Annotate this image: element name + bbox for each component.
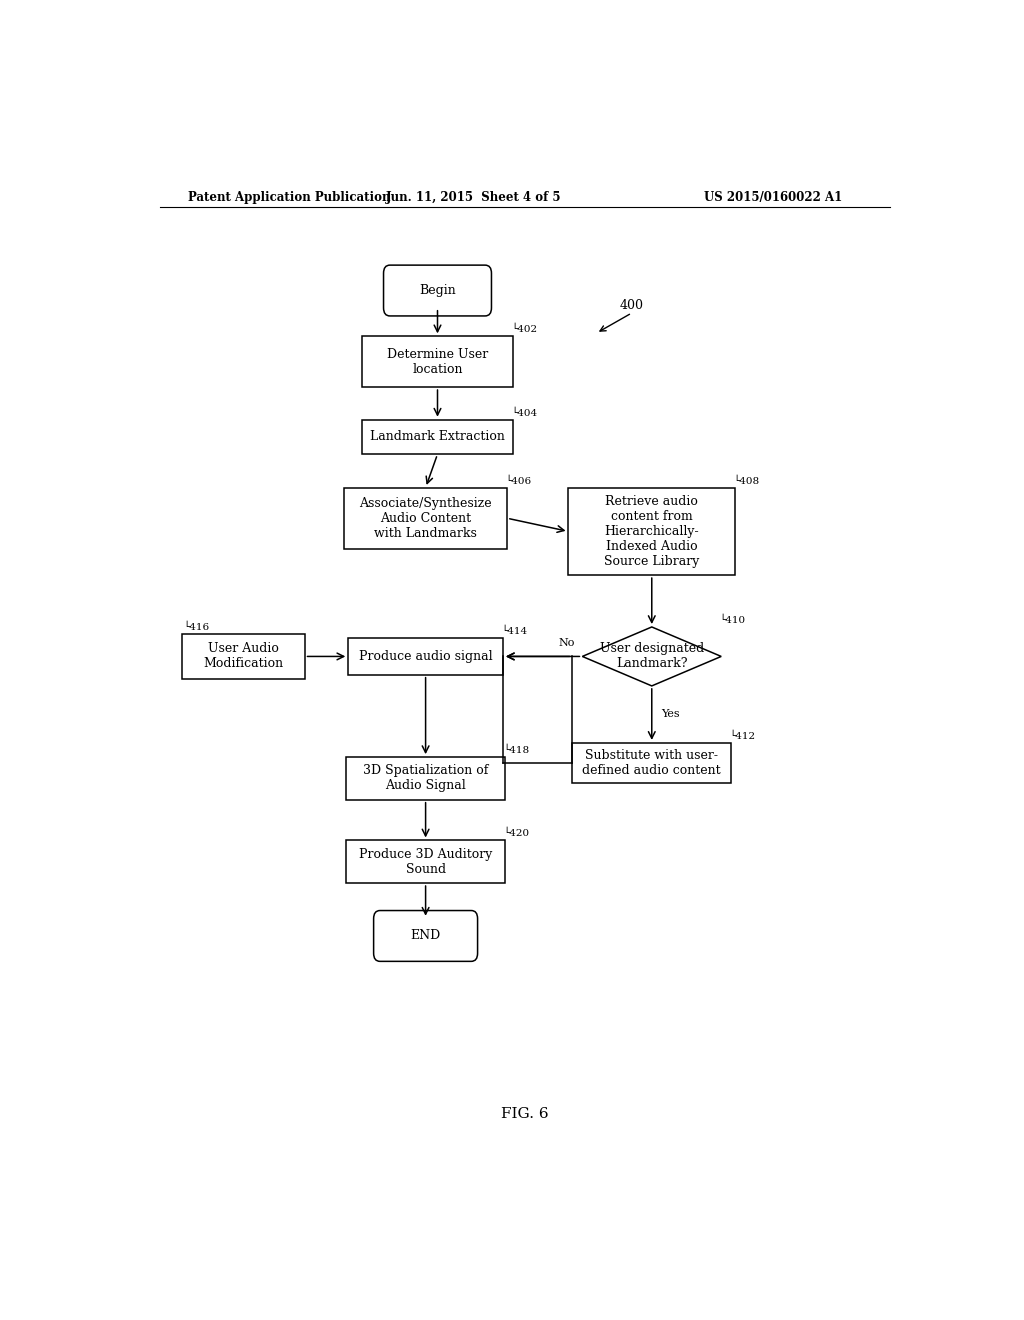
Polygon shape — [583, 627, 721, 686]
Text: END: END — [411, 929, 440, 942]
Text: Determine User
location: Determine User location — [387, 347, 488, 376]
FancyBboxPatch shape — [374, 911, 477, 961]
Text: └406: └406 — [506, 477, 531, 486]
Text: User Audio
Modification: User Audio Modification — [203, 643, 283, 671]
Text: └402: └402 — [511, 325, 538, 334]
Text: └414: └414 — [502, 627, 527, 636]
Text: └412: └412 — [729, 731, 756, 741]
Text: Landmark Extraction: Landmark Extraction — [370, 430, 505, 444]
Text: └410: └410 — [720, 615, 745, 624]
Text: 3D Spatialization of
Audio Signal: 3D Spatialization of Audio Signal — [362, 764, 488, 792]
Text: └404: └404 — [511, 408, 538, 417]
Text: User designated
Landmark?: User designated Landmark? — [600, 643, 703, 671]
Text: Substitute with user-
defined audio content: Substitute with user- defined audio cont… — [583, 750, 721, 777]
Text: └420: └420 — [504, 829, 529, 838]
Text: US 2015/0160022 A1: US 2015/0160022 A1 — [703, 190, 842, 203]
Text: └418: └418 — [504, 746, 529, 755]
Text: └416: └416 — [183, 623, 209, 632]
Text: Jun. 11, 2015  Sheet 4 of 5: Jun. 11, 2015 Sheet 4 of 5 — [385, 190, 561, 203]
Bar — [344, 487, 507, 549]
Text: Retrieve audio
content from
Hierarchically-
Indexed Audio
Source Library: Retrieve audio content from Hierarchical… — [604, 495, 699, 568]
Bar — [362, 420, 513, 454]
Text: └408: └408 — [733, 477, 760, 486]
Bar — [568, 487, 735, 576]
Text: Patent Application Publication: Patent Application Publication — [187, 190, 390, 203]
Bar — [346, 758, 505, 800]
Text: Produce 3D Auditory
Sound: Produce 3D Auditory Sound — [359, 847, 493, 875]
Text: 400: 400 — [620, 300, 644, 313]
Text: Produce audio signal: Produce audio signal — [358, 649, 493, 663]
Bar — [572, 743, 731, 784]
FancyBboxPatch shape — [384, 265, 492, 315]
Text: Begin: Begin — [419, 284, 456, 297]
Text: Associate/Synthesize
Audio Content
with Landmarks: Associate/Synthesize Audio Content with … — [359, 496, 492, 540]
Bar — [362, 337, 513, 387]
Text: Yes: Yes — [662, 709, 680, 719]
Text: No: No — [558, 639, 574, 648]
Bar — [181, 634, 304, 678]
Bar — [346, 841, 505, 883]
Bar — [348, 638, 503, 675]
Text: FIG. 6: FIG. 6 — [501, 1106, 549, 1121]
